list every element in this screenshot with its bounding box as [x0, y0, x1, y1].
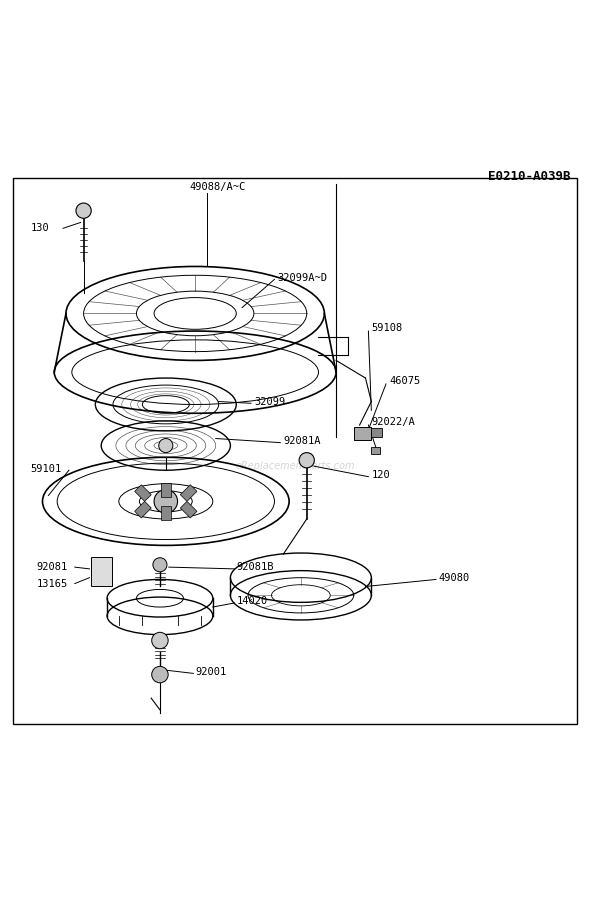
- Text: eReplacementParts.com: eReplacementParts.com: [235, 461, 355, 471]
- Circle shape: [154, 490, 178, 513]
- Circle shape: [159, 439, 173, 453]
- Bar: [135, 484, 151, 501]
- Bar: [181, 484, 197, 501]
- Circle shape: [152, 632, 168, 649]
- Text: 92081A: 92081A: [283, 436, 321, 446]
- Text: 92022/A: 92022/A: [371, 417, 415, 427]
- Text: 32099A~D: 32099A~D: [277, 274, 327, 283]
- Text: 13165: 13165: [37, 579, 68, 588]
- Bar: [181, 501, 197, 518]
- Text: 46075: 46075: [389, 376, 420, 386]
- Text: 49088/A~C: 49088/A~C: [189, 182, 245, 192]
- Text: 92081: 92081: [37, 562, 68, 572]
- Bar: [91, 557, 112, 587]
- Bar: [354, 427, 371, 440]
- Text: 49080: 49080: [439, 572, 470, 583]
- Text: 130: 130: [31, 223, 50, 233]
- Bar: [371, 428, 382, 437]
- Text: 32099: 32099: [254, 396, 285, 406]
- Bar: [161, 506, 171, 520]
- Text: 92081B: 92081B: [236, 562, 274, 572]
- Text: E0210-A039B: E0210-A039B: [489, 170, 571, 183]
- Bar: [135, 501, 151, 518]
- Bar: [161, 483, 171, 497]
- Text: 120: 120: [371, 470, 390, 480]
- Text: 59108: 59108: [371, 323, 402, 333]
- Circle shape: [153, 558, 167, 571]
- Circle shape: [299, 453, 314, 468]
- Circle shape: [152, 666, 168, 683]
- Bar: [371, 448, 380, 455]
- Text: 92001: 92001: [195, 666, 227, 676]
- Text: 59101: 59101: [31, 464, 62, 474]
- Circle shape: [76, 203, 91, 218]
- Text: 14020: 14020: [236, 597, 267, 606]
